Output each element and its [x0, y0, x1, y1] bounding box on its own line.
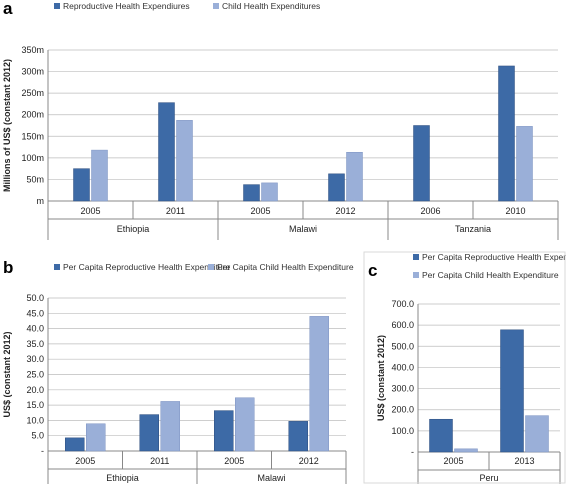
bar-series-1: [139, 414, 159, 452]
chart-panel-c: c Per Capita Reproductive Health Expendit…: [368, 252, 566, 484]
y-tick-label: 150m: [21, 131, 44, 141]
x-tick-label: 2011: [150, 456, 169, 466]
legend-swatch: [413, 272, 419, 278]
bar-series-1: [73, 168, 90, 202]
legend-label: Per Capita Child Health Expenditure: [422, 270, 559, 280]
y-tick-label: 200m: [21, 110, 44, 120]
y-tick-label: 40.0: [26, 324, 44, 334]
y-tick-label: 100m: [21, 153, 44, 163]
y-tick-label: 20.0: [26, 385, 44, 395]
y-tick-label: -: [41, 446, 44, 456]
x-tick-label: 2011: [166, 206, 185, 216]
group-label: Malawi: [289, 224, 317, 234]
y-tick-label: 500.0: [391, 341, 414, 351]
legend-label: Per Capita Reproductive Health Expenditu…: [63, 262, 231, 272]
bar-series-2: [91, 149, 108, 202]
bar-series-1: [413, 125, 430, 202]
bar-series-2: [86, 423, 106, 452]
y-tick-label: 5.0: [31, 431, 44, 441]
y-tick-label: 600.0: [391, 320, 414, 330]
x-tick-label: 2010: [505, 206, 525, 216]
bar-series-2: [235, 397, 255, 452]
y-tick-label: 35.0: [26, 339, 44, 349]
legend-label: Per Capita Reproductive Health Expenditu…: [422, 252, 566, 262]
y-tick-label: 250m: [21, 88, 44, 98]
y-axis-label: US$ (constant 2012): [2, 331, 12, 417]
y-tick-label: 45.0: [26, 308, 44, 318]
y-tick-label: 15.0: [26, 400, 44, 410]
bar-series-1: [243, 184, 260, 202]
y-tick-label: 200.0: [391, 405, 414, 415]
group-label: Ethiopia: [106, 473, 139, 483]
y-tick-label: 300m: [21, 67, 44, 77]
legend-label: Reproductive Health Expendiures: [63, 1, 190, 11]
bar-series-1: [328, 173, 345, 202]
bar-series-1: [500, 329, 524, 453]
group-label: Peru: [479, 473, 498, 483]
legend-label: Child Health Expenditures: [222, 1, 320, 11]
bar-series-2: [525, 415, 549, 453]
legend-swatch: [208, 264, 214, 270]
bar-series-2: [346, 151, 363, 202]
y-tick-label: 300.0: [391, 384, 414, 394]
x-tick-label: 2005: [80, 206, 100, 216]
y-tick-label: 30.0: [26, 354, 44, 364]
x-tick-label: 2012: [335, 206, 355, 216]
bar-series-2: [176, 120, 193, 202]
y-axis-label: US$ (constant 2012): [376, 335, 386, 421]
group-label: Tanzania: [455, 224, 491, 234]
legend-swatch: [54, 3, 60, 9]
y-tick-label: m: [37, 196, 45, 206]
panel-letter-a: a: [3, 0, 13, 18]
bar-series-1: [214, 410, 234, 452]
y-tick-label: 25.0: [26, 370, 44, 380]
bar-series-2: [261, 182, 278, 202]
y-tick-label: 350m: [21, 45, 44, 55]
y-tick-label: 50m: [26, 174, 44, 184]
panel-c-frame: [363, 251, 566, 484]
bar-series-2: [160, 401, 180, 452]
bar-series-2: [454, 448, 478, 453]
x-tick-label: 2005: [443, 456, 463, 466]
y-tick-label: 100.0: [391, 426, 414, 436]
y-tick-label: 50.0: [26, 293, 44, 303]
bar-series-2: [309, 316, 329, 452]
bar-series-1: [288, 421, 308, 452]
bar-series-2: [516, 126, 533, 202]
chart-panel-a: a Reproductive Health Expendiures Child He…: [2, 0, 559, 240]
y-tick-label: 400.0: [391, 362, 414, 372]
legend-swatch: [213, 3, 219, 9]
x-tick-label: 2006: [420, 206, 440, 216]
legend-swatch: [413, 254, 419, 260]
y-tick-label: 10.0: [26, 415, 44, 425]
y-tick-label: -: [411, 447, 414, 457]
y-tick-label: 700.0: [391, 299, 414, 309]
panel-letter-c: c: [368, 261, 377, 280]
bar-series-1: [429, 418, 453, 453]
x-tick-label: 2005: [250, 206, 270, 216]
group-label: Malawi: [257, 473, 285, 483]
y-axis-label: Millions of US$ (constant 2012): [2, 59, 12, 192]
legend-label: Per Capita Child Health Expenditure: [217, 262, 354, 272]
x-tick-label: 2012: [299, 456, 319, 466]
bar-series-1: [158, 102, 175, 202]
bar-series-1: [65, 437, 85, 452]
bar-series-1: [498, 65, 515, 202]
x-tick-label: 2005: [75, 456, 95, 466]
x-tick-label: 2013: [514, 456, 534, 466]
legend-swatch: [54, 264, 60, 270]
panel-letter-b: b: [3, 258, 13, 277]
group-label: Ethiopia: [117, 224, 150, 234]
x-tick-label: 2005: [224, 456, 244, 466]
chart-panel-b: b Per Capita Reproductive Health Expendit…: [2, 258, 354, 484]
